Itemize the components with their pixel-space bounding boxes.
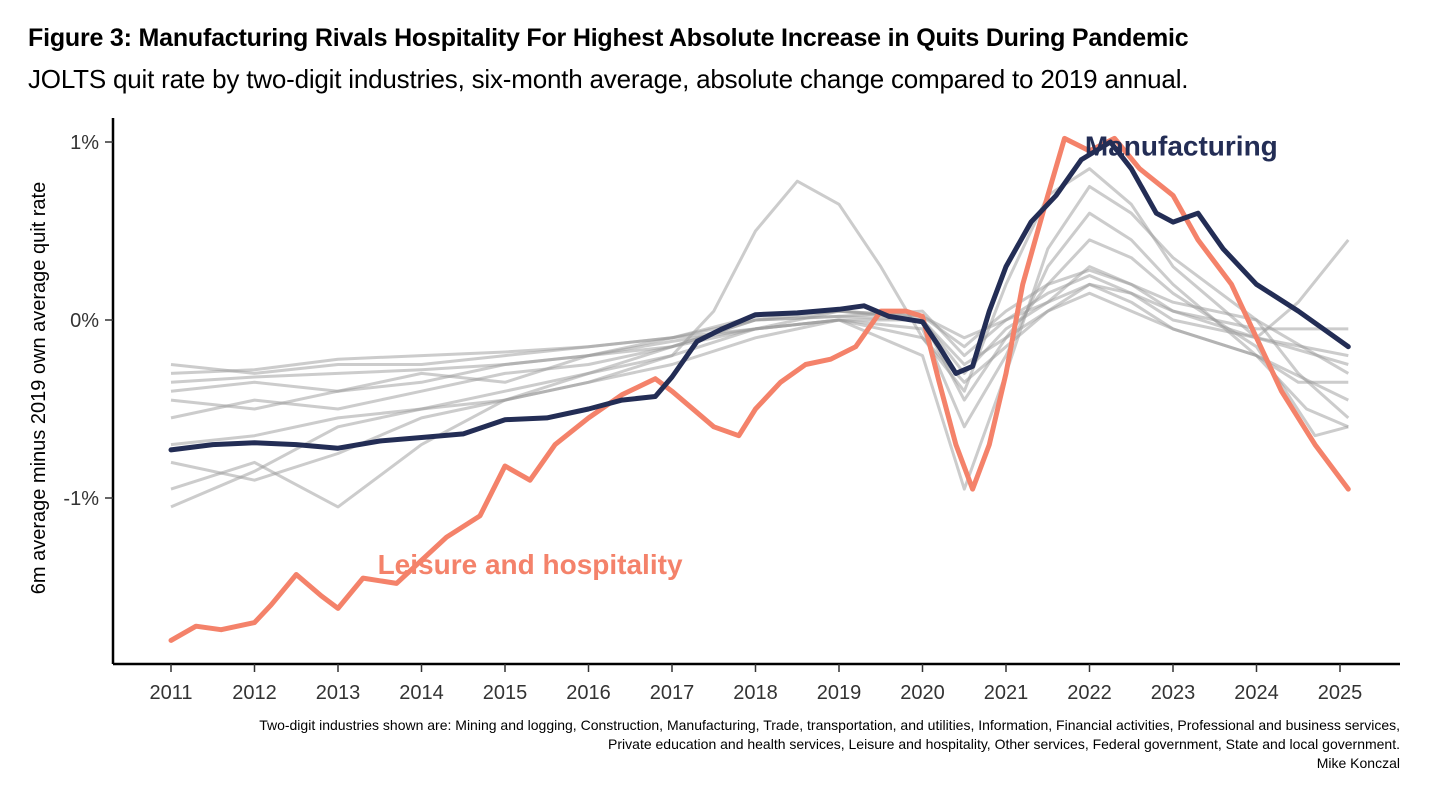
x-tick-label: 2013 bbox=[316, 682, 361, 704]
x-tick-label: 2016 bbox=[566, 682, 611, 704]
caption-author: Mike Konczal bbox=[1316, 755, 1400, 771]
x-tick-label: 2015 bbox=[483, 682, 528, 704]
highlighted-series-group bbox=[168, 135, 1351, 643]
y-tick-label: 0% bbox=[70, 310, 99, 332]
background-series-line-5 bbox=[170, 211, 1349, 447]
manufacturing-label: Manufacturing bbox=[1085, 131, 1278, 162]
x-tick-label: 2017 bbox=[650, 682, 695, 704]
x-tick-label: 2025 bbox=[1318, 682, 1363, 704]
manufacturing-series-line bbox=[168, 139, 1351, 453]
x-tick-label: 2024 bbox=[1234, 682, 1279, 704]
x-tick-label: 2012 bbox=[232, 682, 277, 704]
line-chart: 2011 2012 2013 2014 2015 2016 2017 2018 2019 2020… bbox=[28, 118, 1400, 704]
chart-subtitle: JOLTS quit rate by two-digit industries,… bbox=[28, 64, 1189, 94]
caption-line-2: Private education and health services, L… bbox=[608, 736, 1400, 752]
x-tick-label: 2023 bbox=[1151, 682, 1196, 704]
background-series-line-7 bbox=[170, 282, 1349, 420]
x-tick-label: 2021 bbox=[984, 682, 1029, 704]
x-tick-label: 2018 bbox=[733, 682, 778, 704]
y-tick-label: 1% bbox=[70, 132, 99, 154]
x-axis-ticks: 2011 2012 2013 2014 2015 2016 2017 2018 2019 2020… bbox=[149, 664, 1362, 704]
y-axis-ticks: -1% 0% 1% bbox=[63, 132, 113, 510]
x-tick-label: 2011 bbox=[149, 682, 192, 704]
caption-line-1: Two-digit industries shown are: Mining a… bbox=[259, 717, 1400, 733]
x-tick-label: 2022 bbox=[1067, 682, 1112, 704]
chart-title: Figure 3: Manufacturing Rivals Hospitali… bbox=[28, 24, 1189, 52]
y-axis-title: 6m average minus 2019 own average quit r… bbox=[28, 182, 50, 594]
x-tick-label: 2019 bbox=[817, 682, 862, 704]
figure-caption: Two-digit industries shown are: Mining a… bbox=[0, 716, 1400, 773]
x-tick-label: 2020 bbox=[900, 682, 945, 704]
background-series-line-1 bbox=[170, 167, 1350, 509]
x-tick-label: 2014 bbox=[399, 682, 444, 704]
background-series-line-2 bbox=[170, 185, 1350, 509]
leisure-hospitality-series-line bbox=[168, 135, 1351, 643]
series-annotations: Manufacturing Leisure and hospitality bbox=[378, 131, 1278, 580]
leisure-hospitality-label: Leisure and hospitality bbox=[378, 549, 683, 580]
y-tick-label: -1% bbox=[63, 488, 99, 510]
